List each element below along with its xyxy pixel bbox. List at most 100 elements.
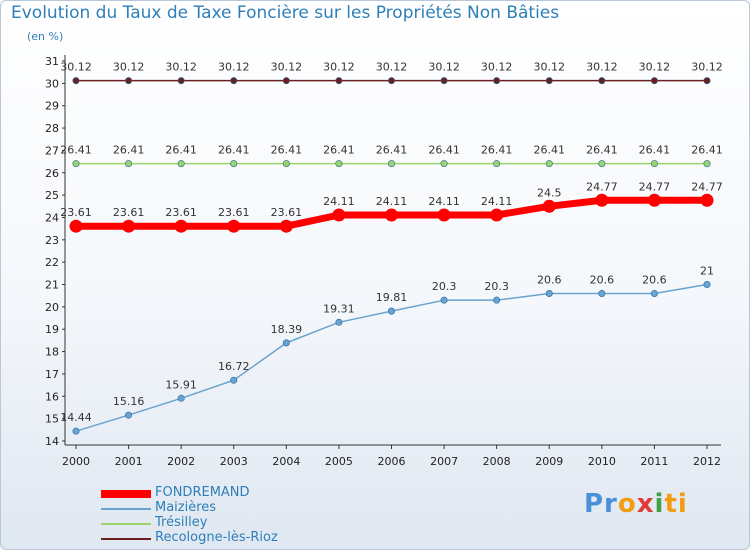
data-point [650, 160, 658, 168]
y-tick-label: 31 [45, 55, 59, 68]
data-label: 24.11 [481, 195, 513, 208]
data-point [230, 160, 238, 168]
data-point [703, 160, 711, 168]
data-label: 16.72 [218, 360, 250, 373]
data-point [125, 77, 133, 85]
data-label: 30.12 [323, 61, 355, 74]
data-label: 20.6 [590, 273, 615, 286]
x-tick-label: 2007 [430, 455, 458, 468]
data-label: 26.41 [376, 144, 408, 157]
data-label: 30.12 [534, 61, 566, 74]
y-tick-label: 19 [45, 323, 59, 336]
x-tick-label: 2009 [535, 455, 563, 468]
x-tick-label: 2005 [325, 455, 353, 468]
x-tick-label: 2010 [588, 455, 616, 468]
data-point [125, 411, 133, 419]
data-label: 24.5 [537, 186, 562, 199]
data-point [335, 160, 343, 168]
data-point [437, 208, 451, 222]
data-point [545, 160, 553, 168]
data-label: 24.77 [586, 180, 618, 193]
data-label: 30.12 [691, 61, 723, 74]
data-label: 24.11 [428, 195, 460, 208]
data-label: 26.41 [323, 144, 355, 157]
data-point [72, 77, 80, 85]
data-label: 15.91 [165, 378, 197, 391]
x-tick-label: 2002 [167, 455, 195, 468]
x-tick-label: 2003 [220, 455, 248, 468]
data-point [385, 208, 398, 222]
y-tick-label: 28 [45, 122, 59, 135]
y-tick-label: 30 [45, 77, 59, 90]
data-label: 24.77 [639, 180, 671, 193]
data-label: 26.41 [271, 144, 303, 157]
data-label: 30.12 [165, 61, 197, 74]
y-tick-label: 17 [45, 368, 59, 381]
legend-label: Recologne-lès-Rioz [155, 530, 278, 545]
data-label: 30.12 [113, 61, 145, 74]
data-point [72, 427, 80, 435]
data-label: 14.44 [60, 411, 92, 424]
data-point [335, 77, 343, 85]
legend-swatch [101, 490, 151, 498]
data-label: 18.39 [271, 323, 303, 336]
data-label: 24.11 [323, 195, 355, 208]
y-tick-label: 23 [45, 234, 59, 247]
data-label: 15.16 [113, 395, 145, 408]
data-point [542, 199, 556, 213]
data-point [598, 77, 606, 85]
data-label: 26.41 [113, 144, 145, 157]
data-label: 30.12 [376, 61, 408, 74]
data-point [335, 318, 343, 326]
data-point [177, 394, 185, 402]
data-label: 23.61 [113, 206, 145, 219]
data-point [650, 289, 658, 297]
y-tick-label: 16 [45, 390, 59, 403]
data-point [440, 160, 448, 168]
data-label: 26.41 [428, 144, 460, 157]
data-point [177, 160, 185, 168]
data-point [387, 307, 395, 315]
data-label: 26.41 [218, 144, 250, 157]
data-point [545, 289, 553, 297]
data-label: 30.12 [481, 61, 513, 74]
data-point [545, 77, 553, 85]
data-label: 20.6 [537, 273, 562, 286]
data-point [282, 77, 290, 85]
data-label: 30.12 [586, 61, 618, 74]
data-label: 30.12 [271, 61, 303, 74]
x-tick-label: 2006 [378, 455, 406, 468]
x-tick-label: 2011 [640, 455, 668, 468]
legend-swatch [101, 523, 151, 525]
x-tick-label: 2004 [272, 455, 300, 468]
data-point [440, 296, 448, 304]
data-label: 30.12 [428, 61, 460, 74]
y-tick-label: 15 [45, 413, 59, 426]
data-point [72, 160, 80, 168]
chart-title: Evolution du Taux de Taxe Foncière sur l… [11, 3, 560, 23]
data-point [387, 160, 395, 168]
data-point [595, 193, 609, 207]
x-tick-label: 2000 [62, 455, 90, 468]
data-label: 26.41 [691, 144, 723, 157]
data-label: 30.12 [60, 61, 92, 74]
y-tick-label: 26 [45, 167, 59, 180]
data-label: 20.6 [642, 273, 667, 286]
data-label: 19.81 [376, 291, 408, 304]
legend-swatch [101, 508, 151, 510]
legend-swatch [101, 538, 151, 540]
data-point [493, 77, 501, 85]
chart-subtitle: (en %) [27, 30, 64, 43]
y-tick-label: 25 [45, 189, 59, 202]
data-label: 23.61 [218, 206, 250, 219]
data-label: 20.3 [484, 280, 509, 293]
data-label: 19.31 [323, 302, 355, 315]
data-point [122, 219, 136, 233]
data-point [700, 193, 714, 207]
data-point [230, 376, 238, 384]
data-label: 24.11 [376, 195, 408, 208]
data-point [703, 281, 711, 289]
data-point [493, 160, 501, 168]
y-tick-label: 21 [45, 279, 59, 292]
y-tick-label: 14 [45, 435, 59, 448]
